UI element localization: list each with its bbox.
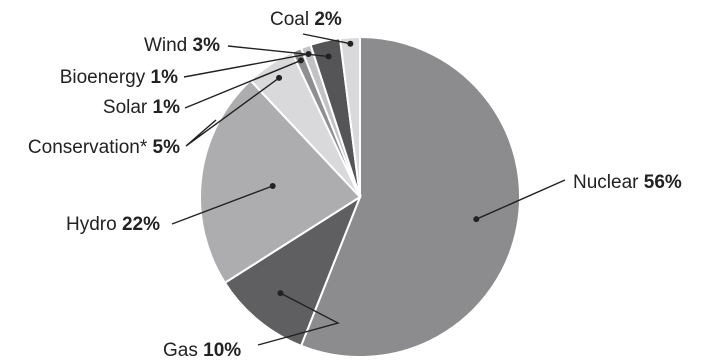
slice-gas xyxy=(223,194,363,348)
pie-slices xyxy=(199,35,521,358)
label-solar-pct: 1% xyxy=(153,97,181,118)
label-conservation-name: Conservation* xyxy=(28,137,148,158)
label-coal-pct: 2% xyxy=(314,9,342,30)
slice-nuclear xyxy=(299,35,521,358)
label-bioenergy-pct: 1% xyxy=(151,67,179,88)
label-bioenergy-name: Bioenergy xyxy=(60,67,146,88)
label-nuclear-name: Nuclear xyxy=(573,172,639,193)
label-coal-name: Coal xyxy=(270,9,309,30)
slice-coal xyxy=(338,35,361,198)
leader-line-conservation xyxy=(185,77,280,147)
label-wind-pct: 3% xyxy=(193,35,221,56)
leader-line-bioenergy xyxy=(183,53,309,78)
label-gas-pct: 10% xyxy=(203,340,241,361)
label-solar: Solar 1% xyxy=(103,97,180,118)
label-hydro: Hydro 22% xyxy=(66,214,160,235)
leader-line-gas xyxy=(257,292,340,346)
leader-line-solar xyxy=(184,59,302,109)
label-wind: Wind 3% xyxy=(144,35,220,56)
label-wind-name: Wind xyxy=(144,35,187,56)
label-conservation-pct: 5% xyxy=(153,137,181,158)
label-solar-name: Solar xyxy=(103,97,148,118)
label-hydro-name: Hydro xyxy=(66,214,117,235)
label-nuclear: Nuclear 56% xyxy=(573,172,682,193)
leader-line-wind xyxy=(227,45,329,58)
slice-hydro xyxy=(199,78,362,285)
label-gas-name: Gas xyxy=(163,340,198,361)
label-gas: Gas 10% xyxy=(163,340,241,361)
leader-line-nuclear xyxy=(476,179,566,220)
leader-line-coal xyxy=(302,33,351,45)
label-conservation: Conservation* 5% xyxy=(28,137,180,158)
label-coal: Coal 2% xyxy=(270,9,342,30)
leader-line-hydro xyxy=(171,185,273,225)
label-bioenergy: Bioenergy 1% xyxy=(60,67,178,88)
label-nuclear-pct: 56% xyxy=(644,172,682,193)
label-hydro-pct: 22% xyxy=(122,214,160,235)
pie-leader-lines xyxy=(171,33,566,346)
